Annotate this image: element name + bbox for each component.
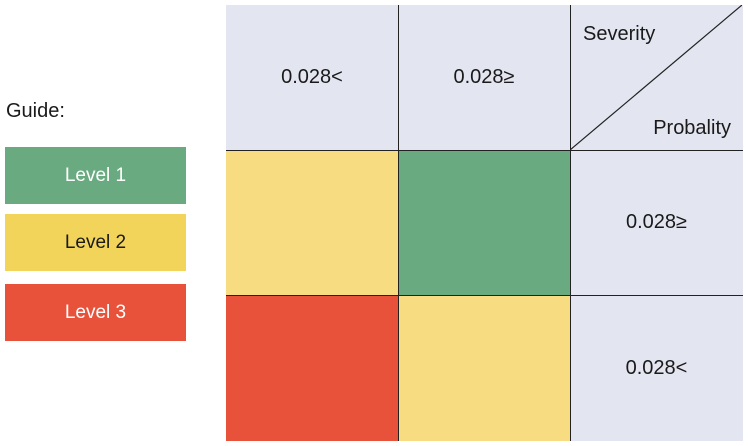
probability-header-2: 0.028< (570, 295, 743, 441)
severity-header-2: 0.028≥ (398, 5, 570, 150)
guide-title: Guide: (6, 100, 65, 122)
matrix-cell-r2-c1 (226, 295, 398, 441)
corner-cell: Severity Probality (570, 5, 743, 150)
matrix-cell-r1-c2 (398, 150, 570, 295)
matrix-cell-r1-c1 (226, 150, 398, 295)
probability-header-1: 0.028≥ (570, 150, 743, 295)
legend-level-1: Level 1 (5, 147, 186, 204)
severity-header-1: 0.028< (226, 5, 398, 150)
risk-matrix: 0.028< 0.028≥ Severity Probality 0.028≥ … (226, 5, 743, 441)
matrix-cell-r2-c2 (398, 295, 570, 441)
legend-level-3: Level 3 (5, 284, 186, 341)
legend-level-2: Level 2 (5, 214, 186, 271)
severity-axis-label: Severity (583, 23, 656, 45)
corner-diagonal (570, 5, 742, 150)
probability-axis-label: Probality (653, 117, 731, 139)
